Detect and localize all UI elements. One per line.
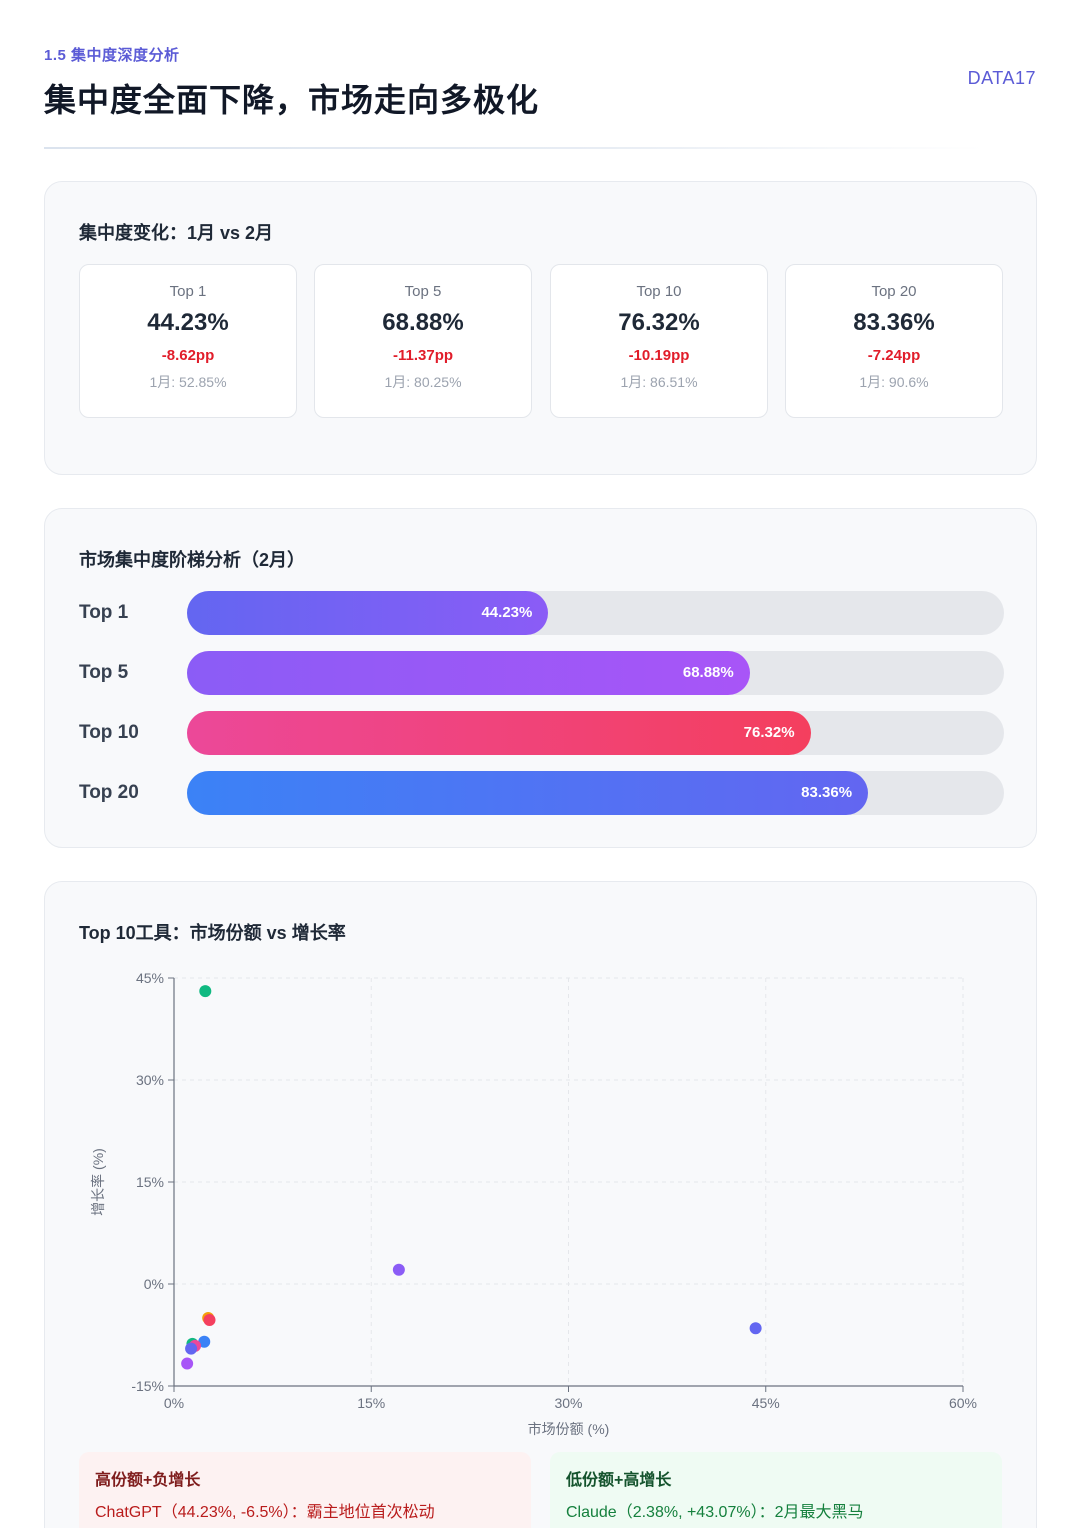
scatter-point	[181, 1357, 194, 1370]
y-tick-label: 15%	[136, 1174, 164, 1190]
stat-box-top10: Top 10 76.32% -10.19pp 1月: 86.51%	[550, 264, 768, 418]
stat-label: Top 10	[636, 283, 682, 300]
stat-change: -7.24pp	[867, 347, 921, 364]
stat-label: Top 5	[404, 283, 442, 300]
x-tick-label: 0%	[164, 1395, 184, 1411]
stat-previous: 1月: 80.25%	[384, 374, 462, 390]
concentration-ladder-card: 市场集中度阶梯分析（2月） Top 1 44.23% Top 5 68.88% …	[44, 508, 1037, 848]
section-tag: 1.5 集中度深度分析	[44, 47, 180, 64]
scatter-card: Top 10工具：市场份额 vs 增长率 -15% 0% 15% 30% 45% 0% 15…	[44, 881, 1037, 1528]
y-tick-label: 45%	[136, 970, 164, 986]
stat-label: Top 20	[871, 283, 917, 300]
ladder-track: 44.23%	[187, 591, 1004, 635]
ladder-label: Top 20	[79, 782, 139, 803]
ladder-label: Top 10	[79, 722, 139, 743]
ladder-fill: 83.36%	[187, 771, 869, 815]
page-title: 集中度全面下降，市场走向多极化	[44, 82, 540, 118]
scatter-chart: -15%0%15%30%45%0% 15% 30% 45% 60%市场份额 (%)增长率…	[90, 970, 977, 1437]
ladder-track: 76.32%	[187, 711, 1004, 755]
note-high-share-negative-growth: 高份额+负增长 ChatGPT（44.23%, -6.5%）：霸主地位首次松动	[79, 1452, 531, 1528]
x-tick-label: 45%	[752, 1395, 780, 1411]
brand-label: DATA17	[967, 68, 1036, 88]
x-tick-label: 30%	[554, 1395, 582, 1411]
note-text: Claude（2.38%, +43.07%）：2月最大黑马	[566, 1504, 864, 1521]
ladder-label: Top 1	[79, 602, 129, 623]
stat-box-top20: Top 20 83.36% -7.24pp 1月: 90.6%	[785, 264, 1003, 418]
ladder-card-title: 市场集中度阶梯分析（2月）	[79, 550, 306, 570]
note-low-share-high-growth: 低份额+高增长 Claude（2.38%, +43.07%）：2月最大黑马	[550, 1452, 1002, 1528]
stat-change: -10.19pp	[628, 347, 690, 364]
ladder-label: Top 5	[79, 662, 129, 683]
page-header: 1.5 集中度深度分析 集中度全面下降，市场走向多极化 DATA17	[44, 44, 1036, 121]
stat-label: Top 1	[169, 283, 207, 300]
note-title: 高份额+负增长	[95, 1472, 201, 1489]
ladder-track: 68.88%	[187, 651, 1004, 695]
scatter-point	[392, 1263, 405, 1276]
y-axis-title: 增长率 (%)	[90, 1148, 106, 1216]
note-text: ChatGPT（44.23%, -6.5%）：霸主地位首次松动	[95, 1504, 435, 1521]
stat-previous: 1月: 86.51%	[620, 374, 698, 390]
stat-box-top5: Top 5 68.88% -11.37pp 1月: 80.25%	[314, 264, 532, 418]
ladder-value: 83.36%	[801, 784, 853, 801]
concentration-card-title: 集中度变化：1月 vs 2月	[79, 223, 274, 243]
ladder-row-top1: Top 1 44.23%	[79, 591, 1004, 635]
stat-previous: 1月: 52.85%	[149, 374, 227, 390]
ladder-row-top5: Top 5 68.88%	[79, 651, 1004, 695]
note-title: 低份额+高增长	[566, 1472, 672, 1489]
ladder-row-top20: Top 20 83.36%	[79, 771, 1004, 815]
stat-box-top1: Top 1 44.23% -8.62pp 1月: 52.85%	[79, 264, 297, 418]
ladder-value: 44.23%	[481, 604, 533, 621]
stat-value: 83.36%	[853, 309, 935, 336]
ladder-fill: 44.23%	[187, 591, 549, 635]
stat-change: -8.62pp	[161, 347, 215, 364]
ladder-fill: 68.88%	[187, 651, 750, 695]
x-axis-title: 市场份额 (%)	[528, 1421, 610, 1437]
y-tick-label: -15%	[131, 1378, 164, 1394]
header-divider	[44, 147, 984, 149]
stat-previous: 1月: 90.6%	[859, 374, 929, 390]
x-tick-label: 15%	[357, 1395, 385, 1411]
concentration-change-card: 集中度变化：1月 vs 2月 Top 1 44.23% -8.62pp 1月: …	[44, 181, 1037, 475]
scatter-point	[198, 1335, 211, 1348]
ladder-track: 83.36%	[187, 771, 1004, 815]
stat-value: 44.23%	[147, 309, 229, 336]
scatter-card-title: Top 10工具：市场份额 vs 增长率	[79, 923, 346, 943]
y-tick-label: 30%	[136, 1072, 164, 1088]
stat-change: -11.37pp	[392, 347, 454, 364]
ladder-fill: 76.32%	[187, 711, 811, 755]
scatter-point	[199, 985, 212, 998]
x-tick-label: 60%	[949, 1395, 977, 1411]
scatter-point	[749, 1322, 762, 1335]
scatter-point	[185, 1342, 198, 1355]
scatter-point	[203, 1314, 216, 1327]
stat-value: 76.32%	[618, 309, 700, 336]
ladder-row-top10: Top 10 76.32%	[79, 711, 1004, 755]
ladder-value: 76.32%	[743, 724, 795, 741]
stat-value: 68.88%	[382, 309, 464, 336]
ladder-value: 68.88%	[682, 664, 734, 681]
y-tick-label: 0%	[144, 1276, 164, 1292]
